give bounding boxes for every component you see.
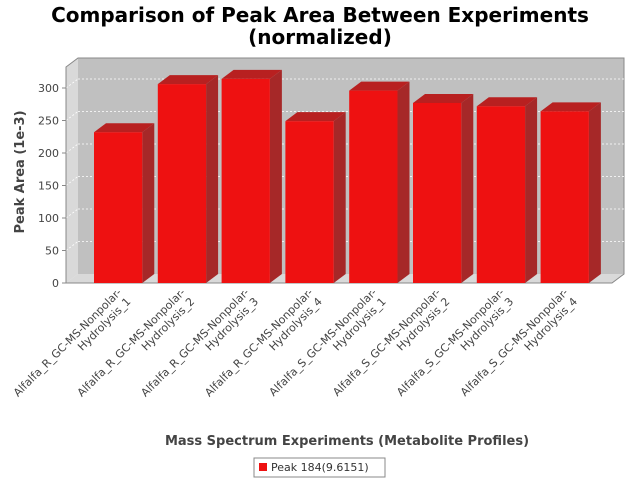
y-tick-label: 200 <box>38 147 59 160</box>
bar-front <box>349 90 398 283</box>
bar-side <box>142 123 155 283</box>
legend-label: Peak 184(9.6151) <box>271 461 369 474</box>
chart-title-line-2: (normalized) <box>248 25 392 49</box>
y-axis-title: Peak Area (1e-3) <box>13 110 28 233</box>
y-tick-label: 100 <box>38 212 59 225</box>
x-tick-label: Alfalfa_S_GC-MS-Nonpolar-Hydrolysis_2 <box>330 286 452 408</box>
x-tick-label: Alfalfa_R_GC-MS-Nonpolar-Hydrolysis_2 <box>75 286 198 409</box>
bar <box>94 123 155 283</box>
bar-side <box>525 97 538 283</box>
x-tick-labels: Alfalfa_R_GC-MS-Nonpolar-Hydrolysis_1Alf… <box>11 286 580 409</box>
x-tick-label: Alfalfa_S_GC-MS-Nonpolar-Hydrolysis_3 <box>394 286 516 408</box>
bar-front <box>476 106 526 283</box>
x-tick-label: Alfalfa_R_GC-MS-Nonpolar-Hydrolysis_3 <box>138 286 261 409</box>
legend-swatch <box>259 463 267 471</box>
gridline-depth <box>65 176 79 186</box>
y-tick-label: 150 <box>38 180 59 193</box>
x-tick-label: Alfalfa_R_GC-MS-Nonpolar-Hydrolysis_4 <box>202 286 325 409</box>
bars <box>94 69 601 284</box>
bar-side <box>269 69 282 284</box>
y-tick-label: 250 <box>38 115 59 128</box>
y-tick-label: 0 <box>52 277 59 290</box>
gridline-depth <box>65 208 79 219</box>
bar-side <box>461 93 474 283</box>
bar-front <box>94 132 143 283</box>
bar-side <box>333 112 346 284</box>
x-tick-label-line: Alfalfa_R_GC-MS-Nonpolar- <box>11 286 124 399</box>
x-tick-label: Alfalfa_S_GC-MS-Nonpolar-Hydrolysis_1 <box>267 286 389 408</box>
bar <box>285 112 346 284</box>
bar-side <box>397 81 410 283</box>
bar-top <box>476 97 538 107</box>
gridline-depth <box>65 78 79 89</box>
y-tick-label: 300 <box>38 82 59 95</box>
gridline-depth <box>65 241 79 251</box>
bar-front <box>413 102 462 283</box>
bar-side <box>206 75 219 283</box>
x-axis-title: Mass Spectrum Experiments (Metabolite Pr… <box>165 434 529 449</box>
gridline-depth <box>65 143 79 154</box>
x-tick-label: Alfalfa_S_GC-MS-Nonpolar-Hydrolysis_4 <box>458 286 580 408</box>
plot-left-wall <box>66 58 78 283</box>
bar-front <box>221 78 270 284</box>
x-tick-label: Alfalfa_R_GC-MS-Nonpolar-Hydrolysis_1 <box>11 286 134 409</box>
bar <box>157 75 219 283</box>
bar-top <box>221 69 282 79</box>
bar <box>476 97 538 283</box>
bar <box>221 69 282 284</box>
bar-side <box>588 102 601 284</box>
legend-box <box>253 457 386 478</box>
bar-front <box>157 84 207 283</box>
bar-top <box>157 75 219 85</box>
bar-front <box>540 111 589 284</box>
legend: Peak 184(9.6151) <box>253 457 386 478</box>
gridline-depth <box>65 111 79 121</box>
bar <box>413 93 474 283</box>
chart-title-line-1: Comparison of Peak Area Between Experime… <box>51 3 589 27</box>
bar-front <box>285 121 334 284</box>
bar-top <box>349 81 410 91</box>
bar <box>349 81 410 283</box>
y-axis: 0 50 100 150 200 250 300 <box>38 67 67 290</box>
bar <box>540 102 601 284</box>
bar-top <box>285 112 346 122</box>
y-tick-label: 50 <box>45 245 59 258</box>
bar-top <box>413 93 474 103</box>
bar-top <box>94 123 155 133</box>
bar-top <box>540 102 601 112</box>
